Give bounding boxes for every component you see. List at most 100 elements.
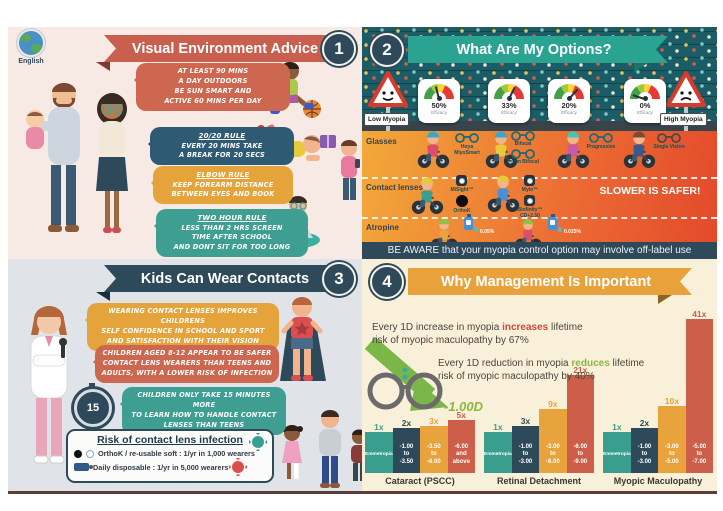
infection-risk-title-text: Risk of contact lens infection bbox=[97, 434, 243, 446]
confidence-bubble: WEARING CONTACT LENSES IMPROVES CHILDREN… bbox=[85, 303, 279, 351]
mylo-lens-icon bbox=[524, 175, 535, 186]
bar-multiplier-label: 2x bbox=[401, 418, 412, 429]
reduction-benefit-fact: Every 1D reduction in myopia reduces lif… bbox=[438, 343, 702, 384]
fact-text: lifetime risk of myopic maculopathy by 4… bbox=[438, 357, 645, 383]
father-and-baby-illustration bbox=[26, 83, 80, 232]
globe-icon bbox=[17, 29, 45, 57]
q2-ribbon-fold bbox=[634, 63, 648, 72]
increase-risk-fact: Every 1D increase in myopia increases li… bbox=[372, 307, 622, 348]
chart-bar: 9x -3.00 to -6.00 bbox=[539, 398, 567, 473]
section-kids-can-wear-contacts: Kids Can Wear Contacts 3 bbox=[8, 259, 362, 491]
gauge-label: Efficacy bbox=[561, 110, 577, 115]
two-hour-rule-bubble: TWO HOUR RULE LESS THAN 2 HRS SCREEN TIM… bbox=[154, 209, 308, 258]
bubble-text: WEARING CONTACT LENSES IMPROVES CHILDREN… bbox=[101, 307, 265, 345]
language-badge[interactable]: English bbox=[14, 29, 48, 65]
outdoor-time-bubble: AT LEAST 90 MINS A DAY OUTDOORS BE SUN S… bbox=[134, 63, 290, 111]
infographic-frame: English Visual Environment Advice 1 bbox=[8, 27, 717, 491]
contact-lens-label: MiSight™ bbox=[450, 187, 474, 193]
q3-header-ribbon: Kids Can Wear Contacts bbox=[104, 265, 338, 292]
bifocal-glasses-icon bbox=[510, 131, 536, 141]
chart-bar: 1x Emmetropia bbox=[603, 422, 631, 473]
atropine-concentration: 0.05% bbox=[480, 229, 495, 235]
sign-post bbox=[684, 87, 688, 131]
bubble-title: ELBOW RULE bbox=[196, 171, 250, 179]
efficacy-gauge-20: 20% Efficacy bbox=[548, 79, 590, 123]
phone-girl-illustration bbox=[341, 140, 360, 200]
bar-multiplier-label: 10x bbox=[664, 396, 679, 406]
low-myopia-sign-label: Low Myopia bbox=[364, 113, 410, 127]
bar-rect bbox=[658, 406, 686, 437]
efficacy-gauge-50: 50% Efficacy bbox=[418, 79, 460, 123]
bubble-text: CHILDREN AGED 8-12 APPEAR TO BE SAFER CO… bbox=[101, 349, 273, 377]
bubble-text: AT LEAST 90 MINS A DAY OUTDOORS BE SUN S… bbox=[164, 67, 262, 105]
bar-rect bbox=[566, 375, 594, 437]
bar-range-label: -6.00 to -9.00 bbox=[566, 437, 594, 473]
gauge-dial-icon bbox=[630, 84, 660, 101]
glasses-label: Hoya MiyoSmart bbox=[454, 144, 480, 157]
chart-bars: 1x Emmetropia 2x -1.00 to -3.00 10x -3.00 to … bbox=[603, 309, 713, 473]
bar-multiplier-label: 1x bbox=[374, 422, 384, 432]
q1-header-ribbon: Visual Environment Advice bbox=[104, 35, 338, 62]
chart-bar: 5x -6.00 and above bbox=[447, 410, 475, 473]
gauge-dial-icon bbox=[424, 84, 454, 101]
gauge-value: 33% bbox=[501, 101, 517, 110]
virus-icon-red bbox=[229, 458, 248, 476]
misight-lens-icon bbox=[456, 175, 467, 186]
gauge-value: 20% bbox=[561, 101, 577, 110]
bar-multiplier-label: 41x bbox=[692, 309, 707, 320]
q3-title: Kids Can Wear Contacts bbox=[140, 270, 310, 287]
bar-range-label: -3.00 to -6.00 bbox=[539, 437, 567, 473]
glasses-label: Progressive bbox=[586, 144, 616, 150]
elbow-rule-bubble: ELBOW RULE KEEP FOREARM DISTANCE BETWEEN… bbox=[151, 166, 293, 205]
contact-lens-label: OrthoK bbox=[453, 208, 471, 214]
bar-multiplier-label: 2x bbox=[639, 418, 650, 429]
efficacy-gauge-0: 0% Efficacy bbox=[624, 79, 666, 123]
atropine-drops-icon bbox=[464, 214, 478, 232]
row-label-atropine: Atropine bbox=[366, 223, 399, 232]
q4-header-ribbon: Why Management Is Important bbox=[408, 268, 692, 295]
row-label-glasses: Glasses bbox=[366, 137, 397, 146]
cyclist-illustration bbox=[408, 173, 446, 215]
chart-bar: 3x -1.00 to -3.00 bbox=[511, 416, 540, 473]
section-visual-environment-advice: English Visual Environment Advice 1 bbox=[8, 27, 362, 259]
chart-group-name: Myopic Maculopathy bbox=[613, 476, 703, 486]
bar-multiplier-label: 9x bbox=[548, 398, 558, 409]
gauge-dial-icon bbox=[554, 84, 584, 101]
bar-rect bbox=[420, 425, 448, 437]
chart-bars: 1x Emmetropia 2x -1.00 to -3.50 3x -3.50 to -… bbox=[365, 410, 475, 473]
section-why-management-is-important: 4 Why Management Is Important Every 1D i… bbox=[362, 259, 717, 491]
platform-strip bbox=[362, 121, 717, 131]
infection-risk-title: Risk of contact lens infection bbox=[74, 433, 267, 451]
q4-number-badge: 4 bbox=[370, 265, 404, 299]
bar-rect bbox=[484, 432, 512, 437]
2020-rule-bubble: 20/20 RULE EVERY 20 MINS TAKE A BREAK FO… bbox=[148, 127, 294, 166]
miyosmart-glasses-icon bbox=[454, 133, 480, 143]
high-myopia-sign-label: High Myopia bbox=[660, 113, 707, 127]
chart-group: 1x Emmetropia 2x -1.00 to -3.50 3x -3.50 to -… bbox=[365, 410, 475, 486]
q3-ribbon-fold bbox=[96, 292, 110, 301]
bar-rect bbox=[603, 432, 631, 437]
chart-bar: 2x -1.00 to -3.50 bbox=[392, 418, 421, 473]
section-what-are-my-options: 2 What Are My Options? Low Myopia High M… bbox=[362, 27, 717, 259]
bubble-title: 20/20 RULE bbox=[198, 132, 246, 140]
bar-range-label: -6.00 and above bbox=[447, 437, 475, 473]
gauge-value: 0% bbox=[639, 101, 651, 110]
single-vision-glasses-icon bbox=[656, 133, 682, 143]
risk-line-text: OrthoK / re-usable soft : 1/yr in 1,000 … bbox=[98, 449, 255, 458]
bar-range-label: -1.00 to -3.00 bbox=[630, 437, 659, 473]
gauge-label: Efficacy bbox=[501, 110, 517, 115]
fact-text: Every 1D reduction in myopia bbox=[438, 357, 572, 369]
efficacy-gauge-33: 33% Efficacy bbox=[488, 79, 530, 123]
fact-text: lifetime risk of myopic maculopathy by 6… bbox=[372, 321, 583, 347]
bar-multiplier-label: 1x bbox=[493, 422, 503, 432]
chart-bar: 21x -6.00 to -9.00 bbox=[566, 365, 594, 473]
chart-bar: 1x Emmetropia bbox=[365, 422, 393, 473]
chart-group: 1x Emmetropia 3x -1.00 to -3.00 9x -3.00 to -… bbox=[484, 365, 594, 486]
bar-range-label: Emmetropia bbox=[603, 437, 631, 473]
chart-group-name: Retinal Detachment bbox=[496, 476, 582, 486]
bar-range-label: Emmetropia bbox=[484, 437, 512, 473]
atropine-concentration: 0.025% bbox=[564, 229, 581, 235]
chart-bar: 2x -1.00 to -3.00 bbox=[630, 418, 659, 473]
gauge-dial-icon bbox=[494, 84, 524, 101]
